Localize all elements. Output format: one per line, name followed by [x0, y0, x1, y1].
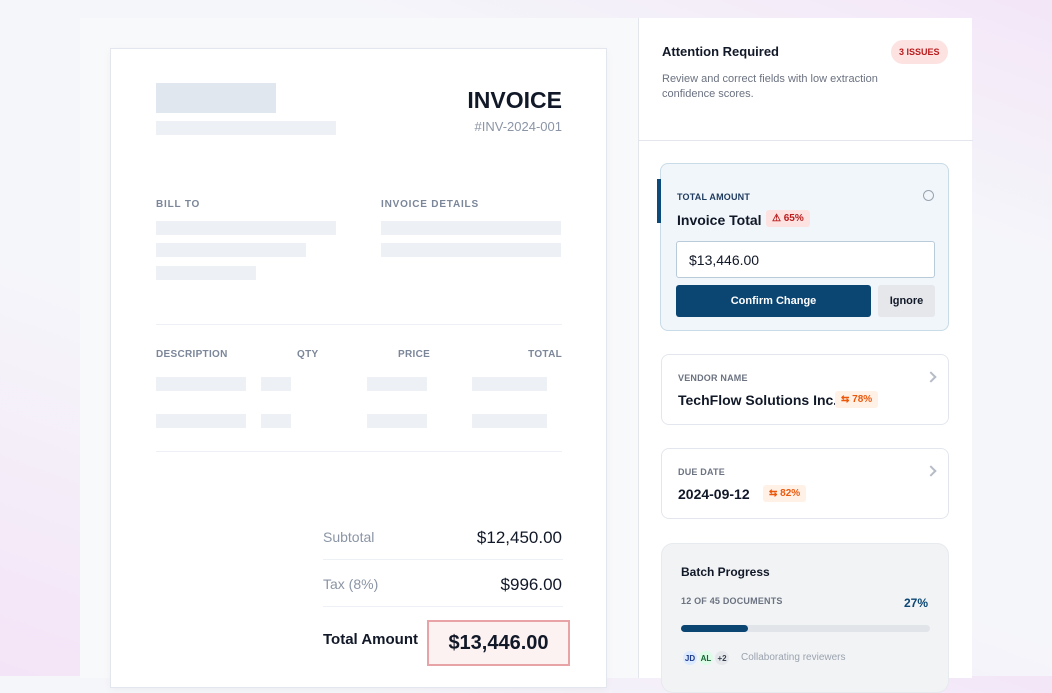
batch-card: Batch Progress 12 OF 45 DOCUMENTS 27% JD… [661, 543, 949, 693]
invoice-paper: INVOICE #INV-2024-001 BILL TO INVOICE DE… [110, 48, 607, 688]
column-header: PRICE [398, 349, 431, 360]
column-header: TOTAL [528, 349, 562, 360]
confidence: 78% [852, 394, 873, 405]
sidebar-description: Review and correct fields with low extra… [662, 73, 878, 100]
batch-title: Batch Progress [681, 565, 770, 579]
field-card[interactable]: DUE DATE 2024-09-12 ⇆ 82% [661, 448, 949, 519]
app: INVOICE #INV-2024-001 BILL TO INVOICE DE… [110, 18, 973, 693]
progress-fill [681, 625, 749, 632]
subtotal-value: $12,450.00 [476, 528, 562, 547]
field-card[interactable]: VENDOR NAME TechFlow Solutions Inc. ⇆ 78… [661, 354, 949, 425]
details-label: INVOICE DETAILS [381, 199, 479, 210]
batch-percent: 27% [903, 596, 928, 610]
field-input[interactable]: $13,446.00 [676, 241, 935, 278]
confidence: 82% [780, 488, 801, 499]
ignore-button[interactable]: Ignore [878, 285, 935, 317]
field-name: Invoice Total [677, 212, 762, 228]
invoice-number: #INV-2024-001 [474, 119, 562, 134]
bill-to-label: BILL TO [156, 199, 201, 210]
invoice-title: INVOICE [467, 87, 562, 113]
batch-documents: 12 OF 45 DOCUMENTS [681, 596, 783, 606]
tax-label: Tax (8%) [323, 576, 379, 592]
total-label: Total Amount [323, 631, 418, 648]
field-label: DUE DATE [678, 467, 725, 477]
sidebar-title: Attention Required [662, 44, 779, 59]
field-name: TechFlow Solutions Inc. [678, 392, 838, 408]
field-label: VENDOR NAME [678, 373, 748, 383]
issues-badge: 3 ISSUES [891, 40, 948, 64]
progress-track [681, 625, 930, 632]
field-label: TOTAL AMOUNT [677, 192, 751, 202]
reviewers-label: Collaborating reviewers [741, 652, 846, 663]
avatar: +2 [713, 649, 731, 667]
avatar: JD [681, 649, 699, 667]
subtotal-label: Subtotal [323, 529, 375, 545]
column-header: QTY [297, 349, 319, 360]
confirm-button[interactable]: Confirm Change [676, 285, 871, 317]
total-value[interactable]: $13,446.00 [427, 620, 570, 666]
tax-value: $996.00 [500, 575, 562, 594]
field-card[interactable]: TOTAL AMOUNT Invoice Total ⚠ 65% $13,446… [657, 163, 949, 331]
column-header: DESCRIPTION [156, 349, 228, 360]
field-name: 2024-09-12 [678, 486, 750, 502]
confidence: 65% [783, 213, 804, 224]
